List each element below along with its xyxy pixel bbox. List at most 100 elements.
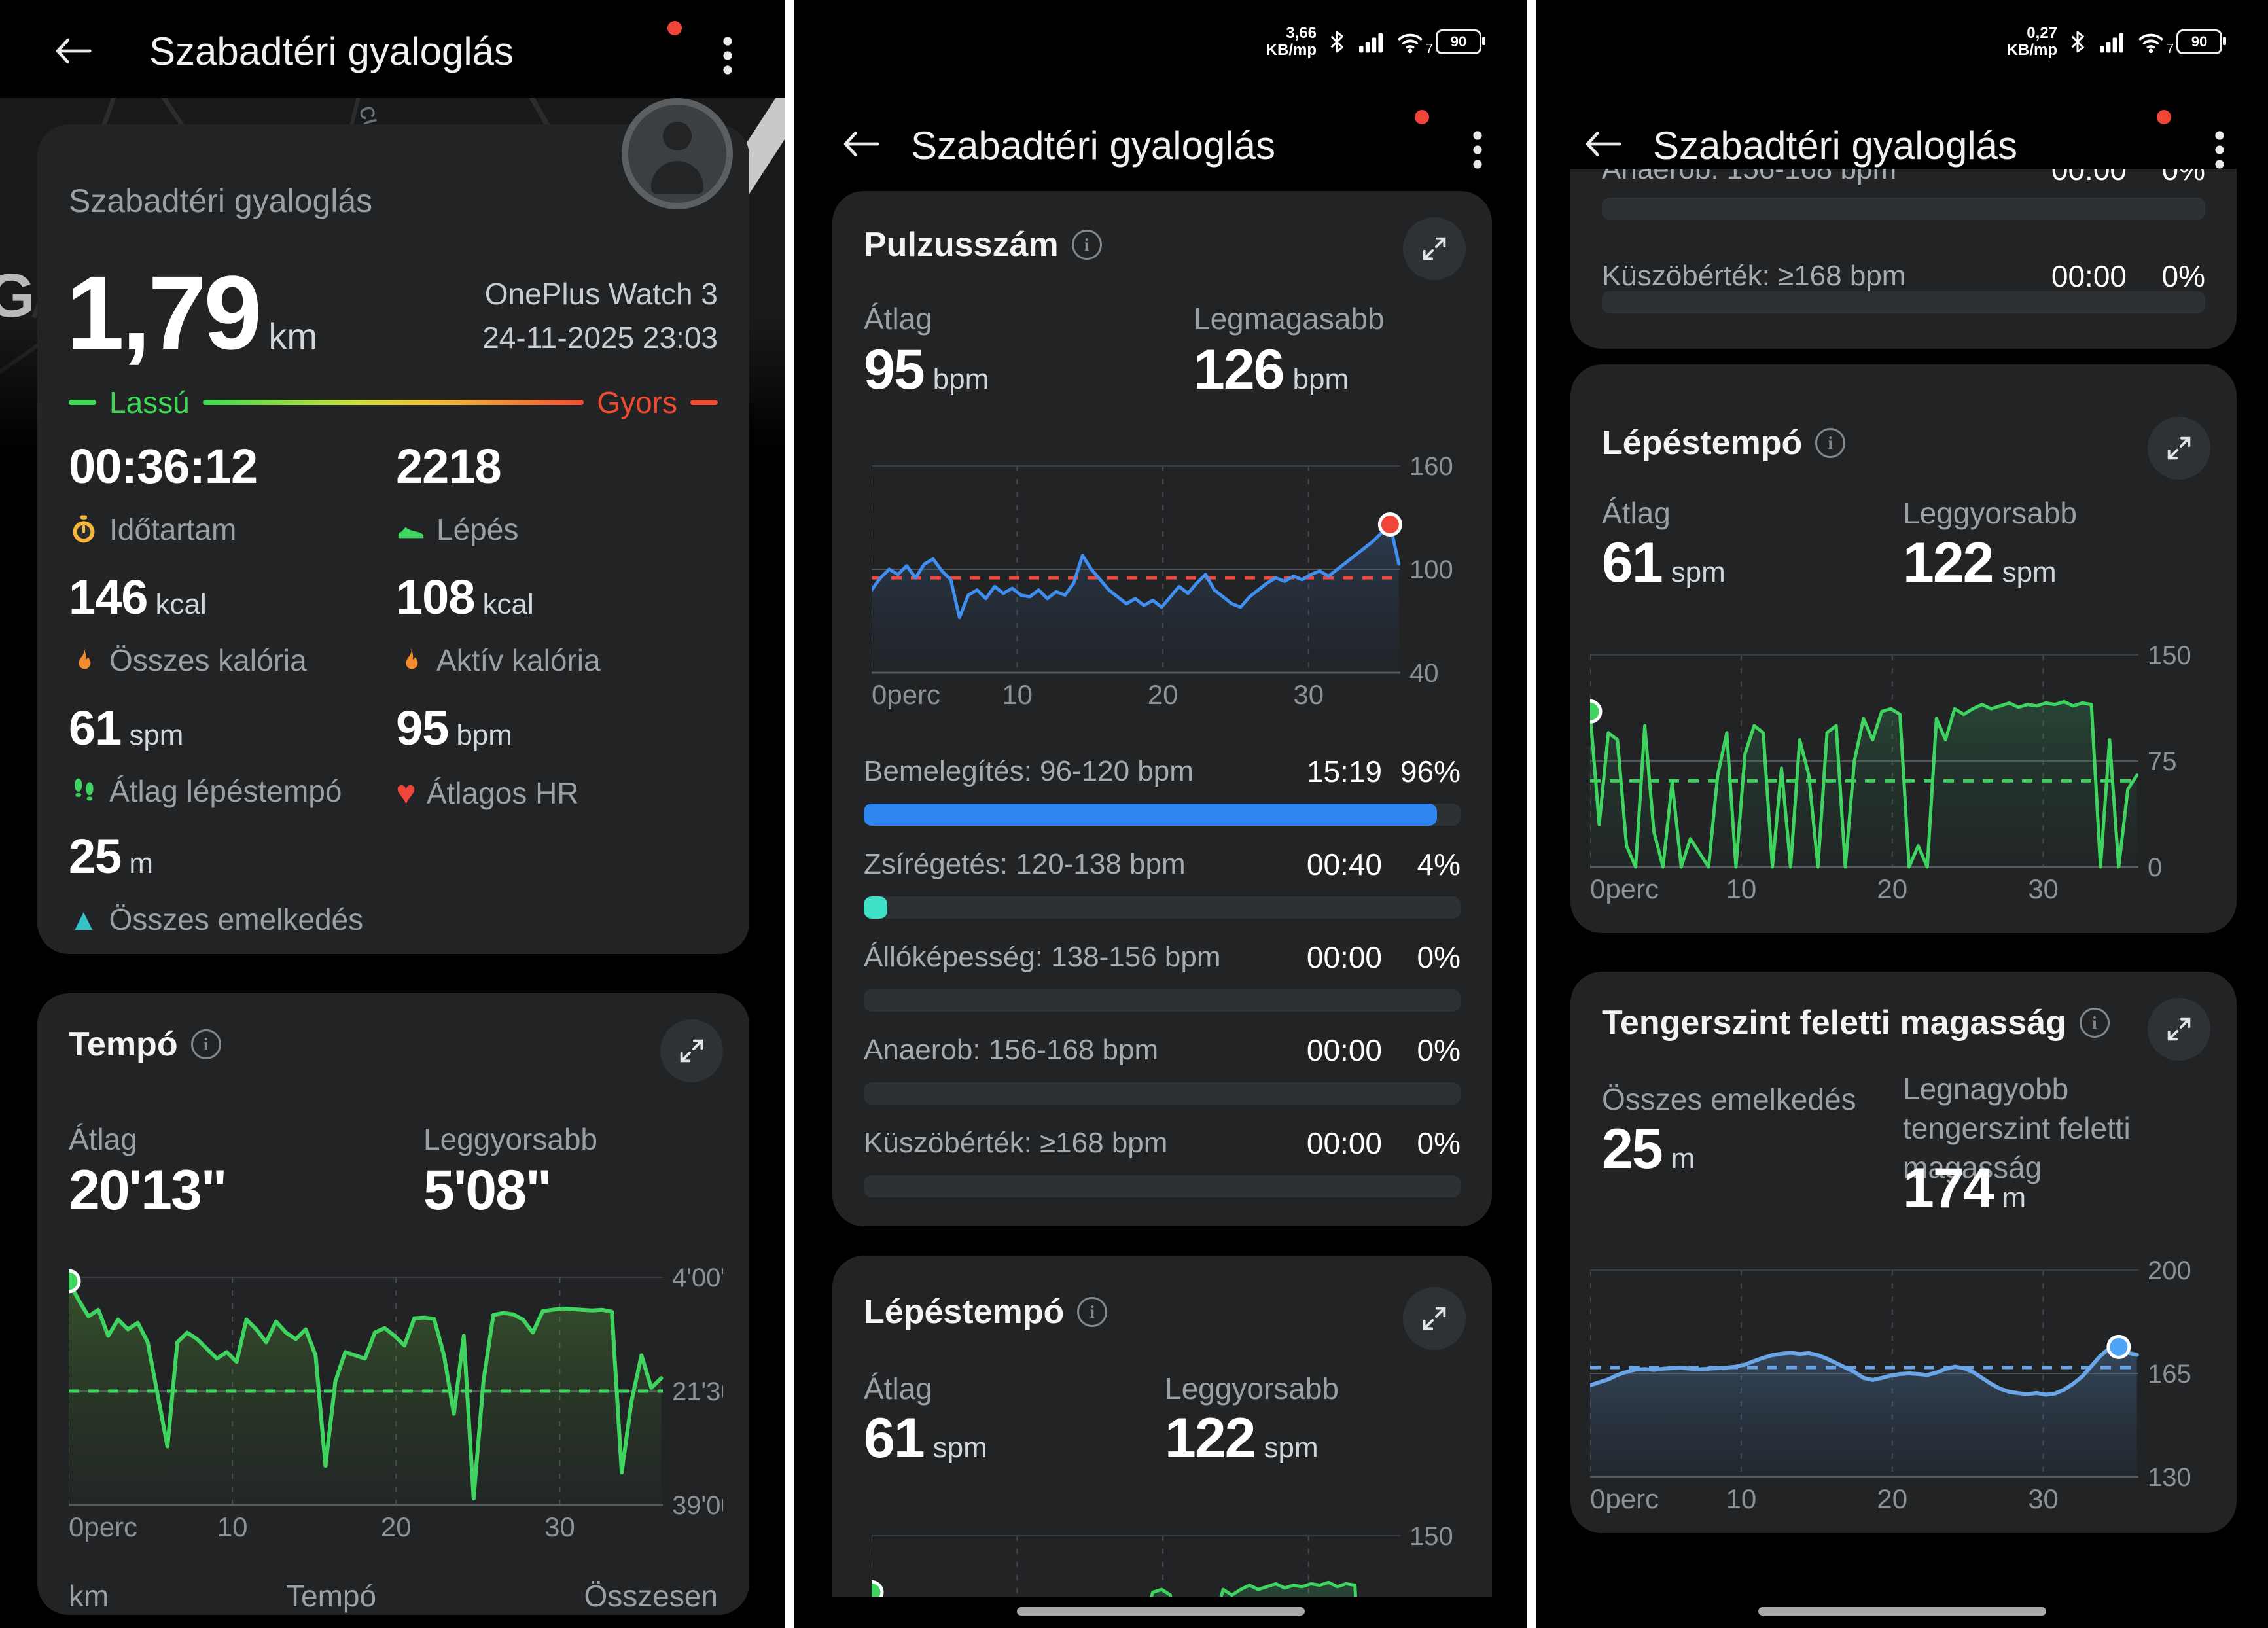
max-label: Legmagasabb	[1194, 302, 1385, 336]
cadence-card-title: Lépéstempó i	[864, 1292, 1108, 1332]
hr-zone-bar	[864, 1175, 1461, 1197]
triangle-icon: ▲	[69, 902, 99, 936]
page-title: Szabadtéri gyaloglás	[911, 124, 1276, 168]
panel-divider	[785, 0, 794, 1628]
hr-zone-row: Küszöbérték: ≥168 bpm 00:00 0%	[864, 1126, 1461, 1160]
status-bar: 0,27 KB/mp 7 90	[2007, 24, 2226, 59]
right-header	[1536, 0, 2268, 169]
best-pace-value: 5'08"	[423, 1159, 552, 1222]
avatar[interactable]	[622, 98, 733, 209]
info-icon[interactable]: i	[190, 1029, 221, 1059]
more-menu-icon[interactable]	[1463, 128, 1492, 171]
stat-active-cal-label: Aktív kalória	[396, 643, 601, 678]
record-dot	[1415, 110, 1429, 124]
google-logo: G	[0, 261, 35, 330]
max-hr-value: 126 bpm	[1194, 338, 1349, 401]
svg-text:20: 20	[1877, 874, 1907, 904]
max-altitude-value: 174 m	[1903, 1157, 2027, 1220]
left-phone-screen: cu G Szabadtéri gyaloglás Szabadtéri gya…	[0, 0, 785, 1628]
stat-avg-hr-label: ♥ Átlagos HR	[396, 774, 579, 812]
home-indicator[interactable]	[1758, 1607, 2046, 1616]
tempo-card-title: Tempó i	[69, 1025, 221, 1064]
middle-phone-screen: 3,66 KB/mp 7 90 Szabadtéri gyaloglás Pulz…	[794, 0, 1527, 1628]
svg-text:30: 30	[1293, 679, 1324, 709]
cadence-chart: 0perc 10 20 30 150 75 0	[1578, 637, 2199, 904]
more-menu-icon[interactable]	[713, 34, 742, 77]
left-header	[0, 0, 785, 98]
stat-duration: 00:36:12	[69, 439, 258, 493]
wifi-icon: 7	[1395, 29, 1433, 56]
signal-icon	[2100, 33, 2123, 53]
svg-text:200: 200	[2148, 1256, 2191, 1285]
avg-cadence-value: 61 spm	[864, 1407, 987, 1470]
avg-label: Átlag	[864, 302, 932, 336]
info-icon[interactable]: i	[1815, 428, 1846, 458]
svg-text:10: 10	[1726, 874, 1756, 904]
heart-icon: ♥	[396, 774, 416, 812]
battery-icon: 90	[1436, 29, 1485, 54]
stat-total-cal: 146 kcal	[69, 570, 207, 624]
hr-card-title: Pulzusszám i	[864, 225, 1102, 264]
svg-text:10: 10	[1002, 679, 1033, 709]
back-arrow-icon[interactable]	[55, 38, 92, 64]
hr-zone-row: Anaerob: 156-168 bpm 00:00 0%	[864, 1033, 1461, 1067]
device-info: OnePlus Watch 3 24-11-2025 23:03	[482, 272, 718, 359]
info-icon[interactable]: i	[1077, 1297, 1108, 1327]
hr-zone-row: Zsírégetés: 120-138 bpm 00:40 4%	[864, 847, 1461, 881]
svg-text:39'00": 39'00"	[672, 1491, 723, 1520]
svg-text:20: 20	[381, 1512, 412, 1542]
hr-zone-bar	[864, 1082, 1461, 1105]
expand-icon[interactable]	[1403, 217, 1466, 280]
workout-datetime: 24-11-2025 23:03	[482, 320, 718, 355]
cadence-card: Lépéstempó i Átlag 61 spm Leggyorsabb 122…	[1570, 364, 2237, 933]
svg-text:75: 75	[2148, 747, 2177, 776]
slow-label: Lassú	[109, 385, 190, 419]
stat-steps: 2218	[396, 439, 502, 493]
avg-cadence-value: 61 spm	[1602, 531, 1726, 594]
svg-text:130: 130	[2148, 1463, 2191, 1492]
best-label: Leggyorsabb	[1903, 496, 2077, 530]
avatar-torso	[651, 161, 703, 194]
stat-cadence-label: Átlag lépéstempó	[69, 773, 342, 809]
avg-label: Átlag	[69, 1122, 137, 1156]
altitude-card: Tengerszint feletti magasság i Összes em…	[1570, 972, 2237, 1533]
panel-divider	[1527, 0, 1536, 1628]
best-label: Leggyorsabb	[423, 1122, 597, 1156]
bluetooth-icon	[1330, 31, 1343, 53]
summary-card: Szabadtéri gyaloglás 1,79 km OnePlus Wat…	[37, 124, 749, 954]
hr-zone-bar	[864, 896, 1461, 919]
back-arrow-icon[interactable]	[843, 131, 879, 157]
stat-steps-label: Lépés	[396, 512, 518, 547]
svg-text:20: 20	[1877, 1483, 1907, 1513]
svg-text:0perc: 0perc	[1590, 874, 1659, 904]
hr-zone-row: Bemelegítés: 96-120 bpm 15:19 96%	[864, 754, 1461, 788]
expand-icon[interactable]	[2148, 998, 2210, 1061]
back-arrow-icon[interactable]	[1585, 131, 1621, 157]
svg-text:10: 10	[1726, 1483, 1756, 1513]
fast-label: Gyors	[597, 385, 677, 419]
avg-hr-value: 95 bpm	[864, 338, 989, 401]
wifi-icon: 7	[2136, 29, 2174, 56]
best-cadence-value: 122 spm	[1903, 531, 2057, 594]
pace-chart: 0perc 10 20 30 4'00" 21'30" 39'00"	[56, 1259, 745, 1542]
more-menu-icon[interactable]	[2205, 128, 2234, 171]
svg-text:30: 30	[2028, 874, 2059, 904]
svg-text:165: 165	[2148, 1360, 2191, 1389]
home-indicator[interactable]	[1017, 1607, 1305, 1616]
fast-dash	[690, 400, 718, 405]
signal-icon	[1359, 33, 1383, 53]
flame-icon	[396, 645, 426, 675]
expand-icon[interactable]	[2148, 417, 2210, 480]
network-rate: 3,66 KB/mp	[1266, 24, 1317, 59]
gain-label: Összes emelkedés	[1602, 1082, 1856, 1116]
device-name: OnePlus Watch 3	[484, 277, 718, 311]
svg-text:100: 100	[1409, 556, 1453, 584]
info-icon[interactable]: i	[1071, 230, 1102, 260]
svg-text:0: 0	[2148, 853, 2162, 882]
stopwatch-icon	[69, 514, 99, 544]
pace-scale: Lassú Gyors	[69, 385, 718, 420]
info-icon[interactable]: i	[2079, 1008, 2110, 1038]
expand-icon[interactable]	[660, 1019, 723, 1082]
expand-icon[interactable]	[1403, 1287, 1466, 1350]
status-bar: 3,66 KB/mp 7 90	[1266, 24, 1485, 59]
